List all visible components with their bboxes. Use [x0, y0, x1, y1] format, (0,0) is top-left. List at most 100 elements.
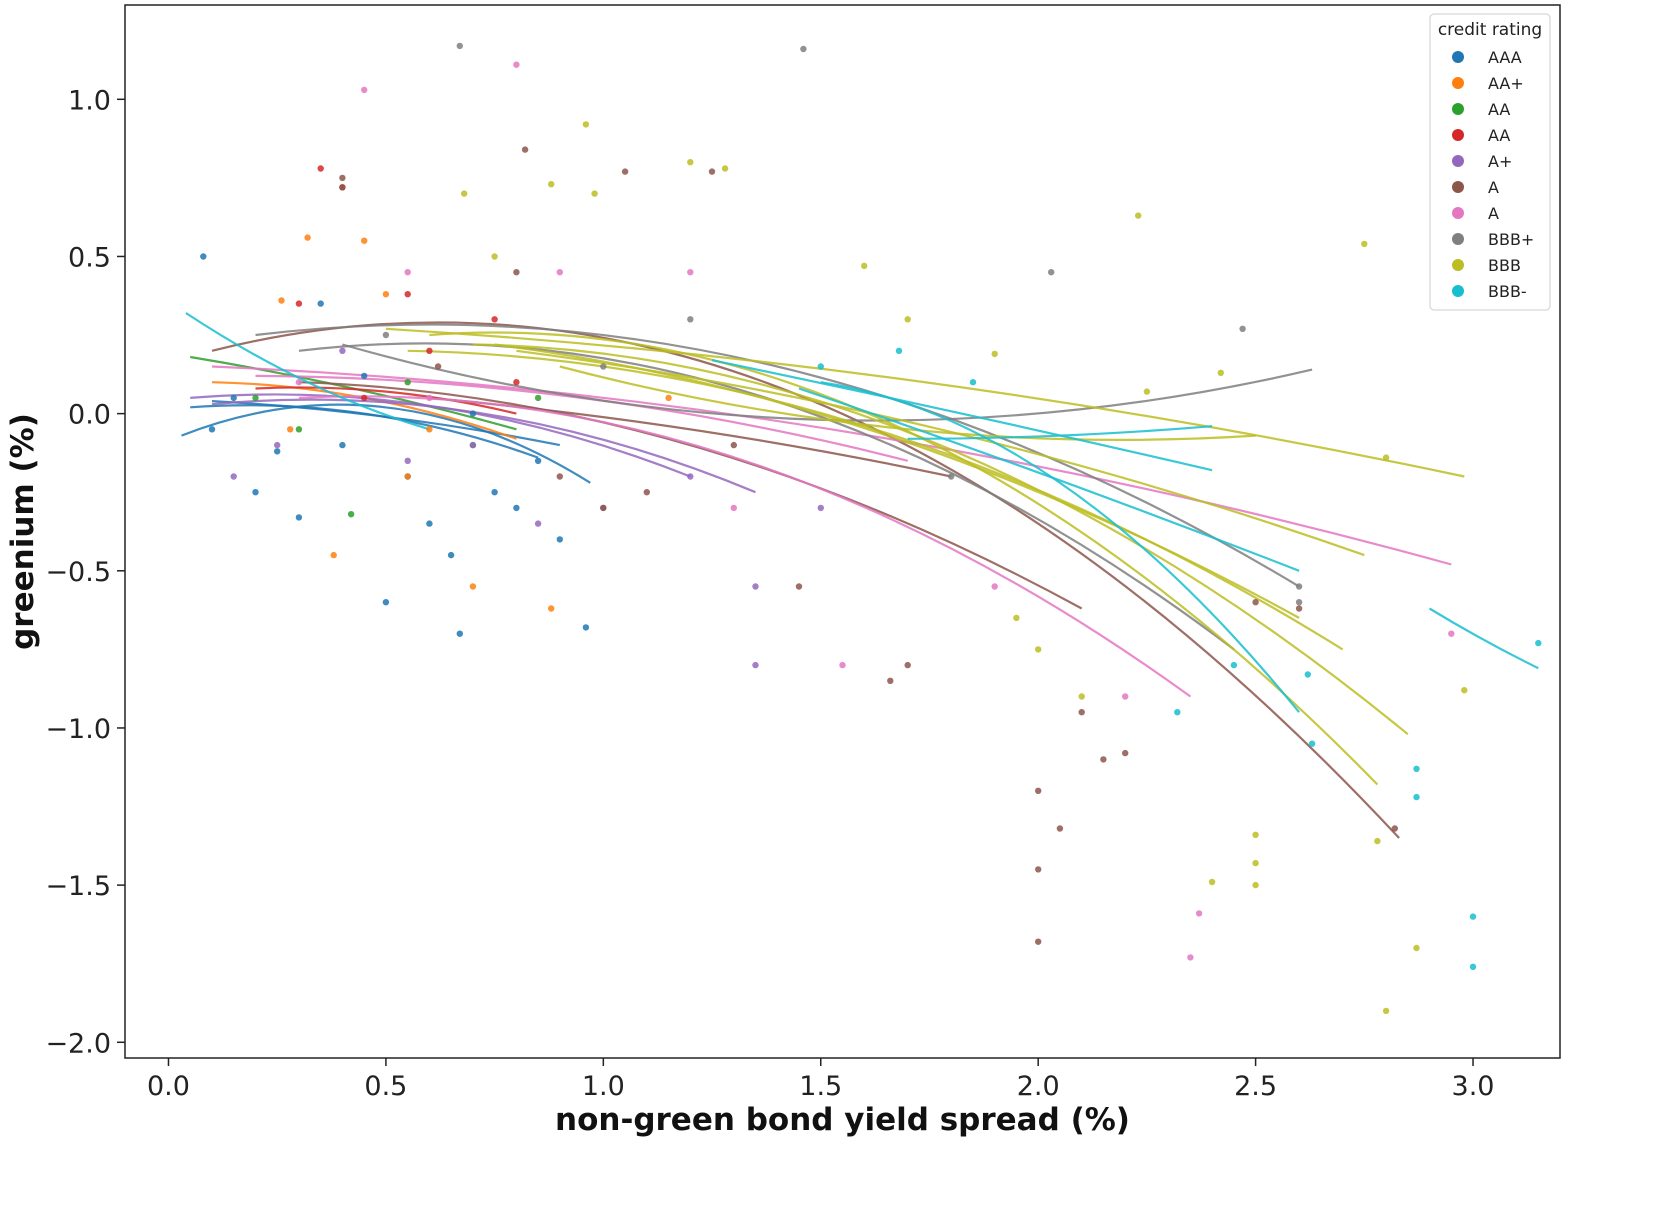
- point-bbb: [991, 350, 998, 358]
- point-aa-: [287, 426, 294, 433]
- point-a: [513, 61, 520, 68]
- point-bbb-: [969, 379, 977, 386]
- point-aa-: [404, 473, 411, 480]
- point-bbb-: [1413, 793, 1420, 801]
- point-aaa: [447, 551, 455, 559]
- point-a: [600, 504, 607, 512]
- point-a-: [534, 520, 542, 527]
- legend-label: A+: [1488, 152, 1512, 171]
- x-tick-label: 1.5: [799, 1071, 842, 1102]
- legend-label: AAA: [1488, 48, 1522, 67]
- point-a: [643, 489, 650, 496]
- point-bbb: [861, 262, 868, 270]
- legend-marker: [1452, 181, 1464, 193]
- legend-title: credit rating: [1438, 20, 1542, 40]
- legend-marker: [1452, 129, 1464, 141]
- point-bbb: [1374, 837, 1381, 845]
- point-a: [1035, 787, 1042, 794]
- fit-line-bbb-: [798, 387, 1300, 572]
- point-aaa: [274, 448, 281, 455]
- point-a: [434, 363, 442, 370]
- legend-marker: [1452, 103, 1464, 115]
- fit-line-bbb-: [185, 312, 430, 431]
- fit-line-a: [211, 365, 1452, 566]
- point-a: [1078, 709, 1085, 716]
- point-bbb: [1461, 687, 1468, 694]
- point-a: [730, 441, 737, 449]
- point-a: [887, 677, 894, 684]
- fit-line-bbb: [472, 343, 1409, 736]
- point-bbb: [1252, 859, 1259, 867]
- point-bbb: [904, 316, 911, 323]
- fit-line-bbb-: [711, 359, 1213, 472]
- point-bbb-: [1304, 671, 1312, 678]
- y-tick-label: 0.0: [68, 400, 111, 431]
- point-bbb-: [456, 42, 463, 50]
- legend-label: AA: [1488, 126, 1510, 145]
- fit-line-a: [211, 321, 1400, 839]
- point-a: [991, 583, 998, 590]
- fit-line-bbb-: [820, 381, 1300, 713]
- point-bbb-: [1295, 599, 1303, 606]
- y-axis-title: greenium (%): [5, 413, 41, 650]
- point-bbb: [1382, 454, 1390, 461]
- x-tick-label: 0.0: [147, 1071, 190, 1102]
- point-a: [1122, 693, 1129, 700]
- point-bbb-: [1469, 963, 1477, 970]
- legend-label: AA+: [1488, 74, 1524, 93]
- point-a: [1295, 605, 1303, 612]
- fit-line-bbb: [559, 365, 1256, 441]
- legend-label: BBB+: [1488, 230, 1534, 249]
- point-a: [361, 86, 368, 94]
- point-bbb: [1217, 369, 1225, 376]
- point-aaa: [200, 253, 207, 260]
- point-bbb-: [1230, 661, 1238, 669]
- point-bbb-: [687, 316, 694, 323]
- point-aaa: [295, 514, 303, 521]
- point-bbb-: [1239, 325, 1246, 332]
- point-bbb: [548, 181, 555, 188]
- point-bbb-: [1469, 913, 1477, 920]
- scatter-points-layer: [200, 42, 1542, 1015]
- fit-line-a-: [211, 398, 756, 494]
- legend-marker: [1452, 155, 1464, 167]
- point-aa: [404, 291, 411, 298]
- point-a: [730, 504, 737, 512]
- fit-line-bbb-: [1428, 607, 1539, 670]
- fit-line-bbb-: [298, 342, 1235, 651]
- point-bbb: [591, 190, 598, 197]
- point-bbb-: [800, 45, 807, 53]
- point-aa: [347, 511, 355, 518]
- tick-layer: 0.0 0.5 1.0 1.5 2.0 2.5 3.0 1.0 0.5 0.0 −0.5 −1.0 −1…: [45, 85, 1494, 1102]
- x-tick-label: 2.0: [1017, 1071, 1060, 1102]
- point-a: [1391, 825, 1399, 832]
- fit-line-aa: [255, 386, 517, 415]
- point-bbb-: [382, 331, 390, 339]
- y-tick-label: −1.0: [45, 714, 111, 745]
- point-a-: [404, 457, 411, 464]
- point-aaa: [456, 630, 463, 637]
- fit-line-aaa: [181, 403, 591, 484]
- point-aa-: [665, 394, 672, 402]
- point-aa: [513, 379, 520, 386]
- point-aa: [361, 394, 368, 402]
- point-a-: [817, 504, 824, 512]
- point-a: [426, 394, 433, 402]
- point-bbb: [1078, 693, 1085, 700]
- fit-line-bbb-: [255, 323, 1300, 588]
- point-bbb: [687, 159, 694, 166]
- point-aaa: [361, 372, 368, 380]
- point-bbb-: [1174, 709, 1181, 716]
- point-bbb-: [948, 473, 955, 480]
- fit-line-bbb-: [907, 425, 1213, 440]
- point-bbb-: [1308, 740, 1316, 747]
- point-bbb-: [600, 363, 607, 370]
- point-a: [404, 269, 411, 276]
- point-aa-: [304, 234, 311, 241]
- point-a: [687, 269, 694, 276]
- point-a: [1448, 630, 1455, 637]
- y-tick-label: 1.0: [68, 85, 111, 116]
- point-a-: [274, 441, 281, 449]
- point-a: [1122, 749, 1129, 757]
